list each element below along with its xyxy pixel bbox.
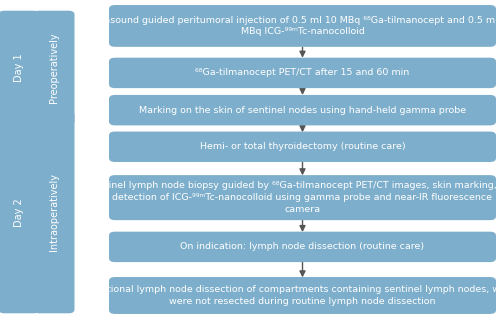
FancyBboxPatch shape [109, 277, 496, 314]
FancyBboxPatch shape [109, 5, 496, 47]
Text: Hemi- or total thyroidectomy (routine care): Hemi- or total thyroidectomy (routine ca… [200, 142, 406, 151]
FancyBboxPatch shape [109, 175, 496, 220]
Text: Intraoperatively: Intraoperatively [49, 173, 59, 251]
FancyBboxPatch shape [0, 11, 40, 125]
Text: On indication: lymph node dissection (routine care): On indication: lymph node dissection (ro… [180, 242, 424, 251]
FancyBboxPatch shape [109, 95, 496, 125]
Text: Marking on the skin of sentinel nodes using hand-held gamma probe: Marking on the skin of sentinel nodes us… [139, 106, 466, 115]
FancyBboxPatch shape [34, 11, 74, 125]
FancyBboxPatch shape [109, 58, 496, 88]
FancyBboxPatch shape [109, 232, 496, 262]
FancyBboxPatch shape [109, 132, 496, 162]
Text: Sentinel lymph node biopsy guided by ⁶⁸Ga-tilmanocept PET/CT images, skin markin: Sentinel lymph node biopsy guided by ⁶⁸G… [87, 181, 500, 214]
Text: Preoperatively: Preoperatively [49, 33, 59, 103]
Text: Additional lymph node dissection of compartments containing sentinel lymph nodes: Additional lymph node dissection of comp… [86, 285, 500, 306]
Text: Ultrasound guided peritumoral injection of 0.5 ml 10 MBq ⁶⁸Ga-tilmanocept and 0.: Ultrasound guided peritumoral injection … [86, 16, 500, 36]
Text: ⁶⁸Ga-tilmanocept PET/CT after 15 and 60 min: ⁶⁸Ga-tilmanocept PET/CT after 15 and 60 … [196, 68, 410, 77]
Text: Day 1: Day 1 [14, 54, 24, 82]
FancyBboxPatch shape [34, 111, 74, 313]
FancyBboxPatch shape [0, 111, 40, 313]
Text: Day 2: Day 2 [14, 198, 24, 226]
